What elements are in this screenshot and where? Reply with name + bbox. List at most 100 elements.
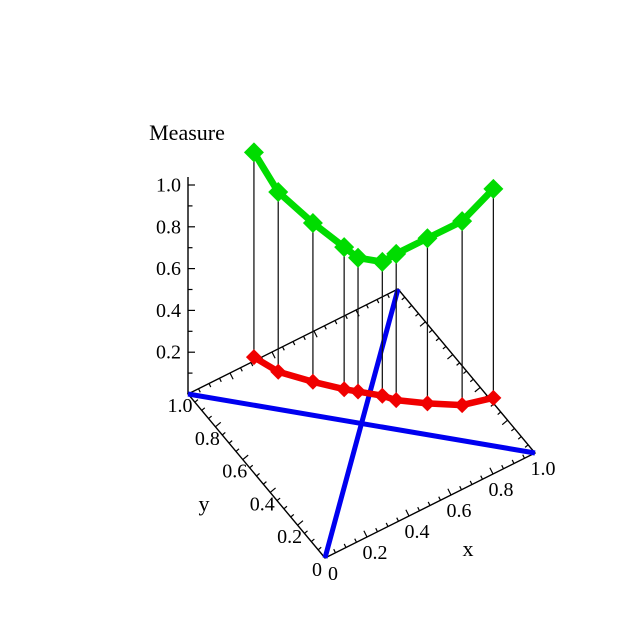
- base-minor-tick: [281, 346, 285, 351]
- base-minor-tick: [283, 505, 288, 510]
- y-tick-label: 0.2: [277, 526, 302, 548]
- lower-series-line: [250, 353, 497, 409]
- base-minor-tick: [194, 399, 199, 403]
- base-minor-tick: [262, 481, 267, 485]
- base-minor-tick: [442, 345, 447, 350]
- base-minor-tick: [385, 522, 389, 527]
- base-major-tick: [447, 354, 454, 360]
- lower-measure-series: [245, 349, 502, 414]
- y-axis-label: y: [199, 491, 210, 516]
- upper-data-point-marker: [483, 178, 504, 199]
- base-major-tick: [271, 351, 276, 359]
- base-minor-tick: [427, 501, 431, 506]
- x-axis-label: x: [463, 536, 474, 561]
- base-minor-tick: [435, 337, 440, 342]
- base-major-tick: [447, 488, 452, 496]
- base-minor-tick: [501, 464, 505, 470]
- base-minor-tick: [408, 304, 413, 309]
- y-tick-label: 0.4: [250, 493, 275, 515]
- lower-data-point-marker: [454, 397, 471, 414]
- z-axis: 0.2 0.4 0.6 0.8 1.0: [156, 175, 195, 394]
- base-minor-tick: [208, 415, 213, 420]
- y-tick-label: 0: [312, 559, 322, 581]
- base-minor-tick: [197, 388, 201, 393]
- x-tick-label: 0.2: [363, 542, 388, 564]
- base-minor-tick: [317, 546, 322, 551]
- base-minor-tick: [417, 506, 421, 512]
- base-minor-tick: [221, 431, 226, 436]
- base-minor-tick: [302, 335, 306, 341]
- base-minor-tick: [524, 444, 529, 448]
- base-minor-tick: [344, 314, 348, 320]
- z-tick-label: 0.2: [156, 342, 181, 364]
- lower-data-point-marker: [374, 387, 391, 404]
- base-minor-tick: [497, 411, 502, 416]
- base-minor-tick: [469, 378, 474, 383]
- base-minor-tick: [459, 485, 463, 491]
- upper-measure-series: [243, 142, 504, 272]
- base-major-tick: [489, 467, 494, 475]
- base-minor-tick: [480, 475, 484, 480]
- base-minor-tick: [310, 538, 315, 543]
- base-minor-tick: [333, 548, 337, 554]
- base-minor-tick: [290, 513, 295, 518]
- x-tick-label: 1.0: [531, 458, 556, 480]
- z-tick-label: 0.4: [156, 300, 181, 322]
- x-tick-label: 0.6: [447, 500, 472, 522]
- lower-data-point-marker: [304, 373, 321, 390]
- upper-data-point-marker: [268, 181, 289, 202]
- lower-data-point-marker: [270, 363, 287, 380]
- base-major-tick: [419, 321, 426, 327]
- base-minor-tick: [375, 527, 379, 533]
- base-minor-tick: [401, 296, 406, 301]
- x-tick-label: 0.4: [405, 521, 430, 543]
- lower-data-point-marker: [350, 383, 367, 400]
- base-minor-tick: [510, 427, 515, 432]
- upper-data-point-marker: [243, 142, 264, 163]
- base-minor-tick: [250, 362, 254, 367]
- upper-data-point-marker: [417, 228, 438, 249]
- base-minor-tick: [334, 320, 338, 325]
- base-minor-tick: [218, 377, 222, 383]
- z-tick-label: 0.6: [156, 258, 181, 280]
- lower-data-point-marker: [485, 389, 502, 406]
- z-axis-title: Measure: [149, 120, 225, 145]
- upper-data-point-marker: [372, 251, 393, 272]
- base-tick-labels: 00.20.40.60.81.000.20.40.60.81.0: [168, 395, 556, 585]
- upper-series-line: [250, 148, 497, 266]
- drop-lines: [253, 152, 494, 406]
- base-minor-tick: [438, 496, 442, 501]
- base-minor-tick: [428, 329, 433, 334]
- diagonal-lines: [187, 288, 536, 559]
- lower-data-point-marker: [245, 349, 262, 366]
- base-minor-tick: [343, 543, 347, 548]
- base-minor-tick: [463, 370, 467, 375]
- upper-data-point-marker: [386, 243, 407, 264]
- base-major-tick: [215, 421, 222, 428]
- base-minor-tick: [201, 407, 206, 411]
- base-minor-tick: [511, 459, 515, 464]
- base-minor-tick: [517, 436, 522, 440]
- lower-data-point-marker: [419, 395, 436, 412]
- base-major-tick: [363, 530, 368, 538]
- x-tick-label: 0.8: [489, 479, 514, 501]
- y-tick-label: 0.8: [195, 428, 220, 450]
- y-tick-label: 0.6: [222, 461, 247, 483]
- base-minor-tick: [276, 497, 281, 502]
- base-minor-tick: [376, 299, 380, 304]
- base-major-tick: [501, 419, 508, 426]
- z-tick-label: 1.0: [156, 175, 181, 197]
- base-minor-tick: [239, 367, 243, 372]
- base-minor-tick: [415, 313, 419, 317]
- upper-data-point-marker: [452, 211, 473, 232]
- base-minor-tick: [304, 530, 308, 534]
- base-major-tick: [405, 509, 410, 517]
- lower-data-point-marker: [336, 381, 353, 398]
- y-tick-label: 1.0: [168, 395, 193, 417]
- base-minor-tick: [208, 383, 212, 388]
- upper-data-point-marker: [334, 237, 355, 258]
- base-minor-tick: [235, 448, 240, 452]
- base-major-tick: [474, 386, 481, 393]
- base-minor-tick: [256, 472, 260, 477]
